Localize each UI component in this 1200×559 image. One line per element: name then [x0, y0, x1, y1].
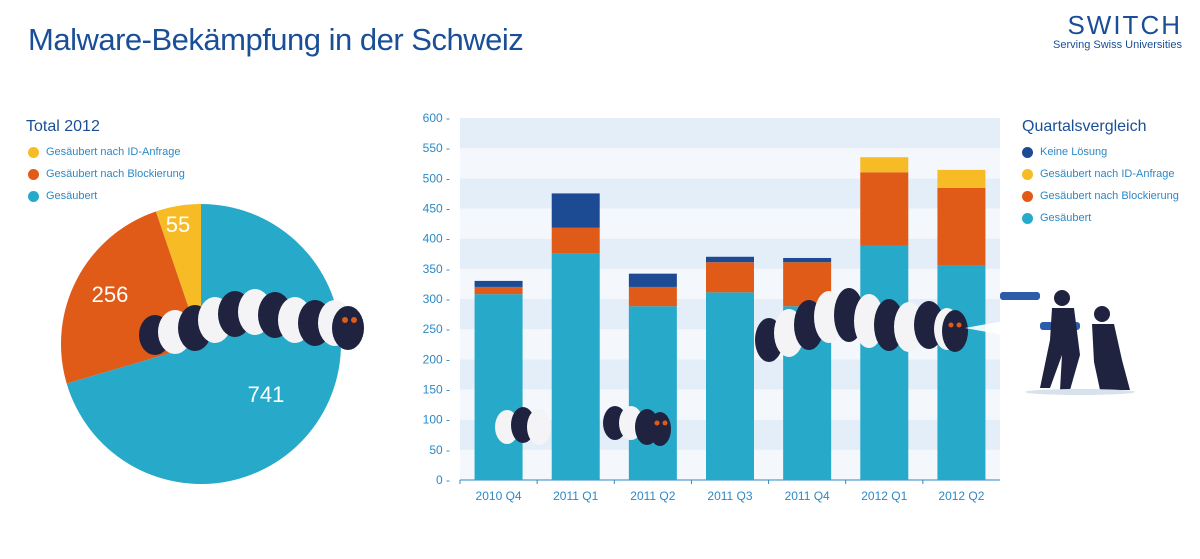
bar-chart-y-axis: 0 - 50 - 100 - 150 - 200 - 250 - 300 - 350 - 400… — [423, 111, 1000, 487]
grid-band — [460, 118, 1000, 149]
bar-legend: Keine Lösung Gesäubert nach ID-Anfrage G… — [1022, 141, 1179, 229]
bar-segment — [551, 193, 600, 228]
pie-legend-item: Gesäubert nach Blockierung — [28, 163, 185, 185]
pie-legend: Gesäubert nach ID-Anfrage Gesäubert nach… — [28, 141, 185, 207]
bar-segment — [937, 169, 986, 188]
y-tick-label: 150 - — [423, 383, 450, 397]
bar-chart-x-axis: 2010 Q4 2011 Q1 2011 Q2 2011 Q3 2011 Q4 2012 … — [459, 480, 985, 503]
logo-wordmark: SWITCH — [1067, 10, 1182, 40]
bar-segment — [628, 306, 677, 480]
y-tick-label: 450 - — [423, 202, 450, 216]
legend-swatch — [1022, 168, 1033, 180]
page-title: Malware-Bekämpfung in der Schweiz — [28, 22, 524, 57]
x-tick-label: 2011 Q3 — [707, 489, 752, 503]
pie-legend-item: Gesäubert nach ID-Anfrage — [28, 141, 185, 163]
legend-label: Gesäubert nach Blockierung — [1040, 190, 1179, 202]
logo-tagline: Serving Swiss Universities — [1053, 39, 1182, 51]
y-tick-label: 600 - — [423, 111, 450, 125]
bar-segment — [937, 187, 986, 266]
bar-segment — [860, 172, 909, 246]
bar-segment — [937, 265, 986, 480]
bar-legend-item: Gesäubert — [1022, 207, 1179, 229]
spray-figures-illustration — [965, 290, 1135, 395]
x-tick-label: 2010 Q4 — [476, 489, 522, 503]
y-tick-label: 400 - — [423, 232, 450, 246]
bar-segment — [474, 286, 523, 295]
caterpillar-illustration — [755, 288, 968, 362]
y-tick-label: 100 - — [423, 413, 450, 427]
pie-chart-title: Total 2012 — [26, 118, 100, 135]
bar-segment — [474, 280, 523, 287]
bar-segment — [551, 227, 600, 254]
legend-swatch — [1022, 146, 1033, 158]
pie-slice-label: 741 — [248, 382, 285, 407]
grid-band — [460, 148, 1000, 179]
bar-legend-item: Gesäubert nach Blockierung — [1022, 185, 1179, 207]
legend-label: Gesäubert nach ID-Anfrage — [46, 146, 181, 158]
y-tick-label: 200 - — [423, 352, 450, 366]
bar-legend-item: Keine Lösung — [1022, 141, 1179, 163]
legend-label: Gesäubert — [1040, 212, 1092, 224]
bar-segment — [860, 245, 909, 480]
x-tick-label: 2011 Q1 — [553, 489, 598, 503]
x-tick-label: 2012 Q1 — [861, 489, 907, 503]
grid-band — [460, 208, 1000, 239]
pie-legend-item: Gesäubert — [28, 185, 185, 207]
legend-label: Gesäubert nach ID-Anfrage — [1040, 168, 1175, 180]
x-tick-label: 2011 Q2 — [630, 489, 675, 503]
bar-segment — [706, 292, 754, 480]
bar-segment — [551, 253, 600, 480]
pie-slice-label: 55 — [166, 212, 190, 237]
caterpillar-illustration — [495, 406, 671, 446]
x-tick-label: 2011 Q4 — [785, 489, 830, 503]
bar-segment — [783, 257, 832, 263]
y-tick-label: 250 - — [423, 322, 450, 336]
legend-swatch — [28, 168, 39, 180]
legend-swatch — [1022, 212, 1033, 224]
legend-label: Keine Lösung — [1040, 146, 1108, 158]
bar-chart-bars — [474, 157, 986, 480]
pie-slice-label: 256 — [92, 282, 129, 307]
bar-legend-item: Gesäubert nach ID-Anfrage — [1022, 163, 1179, 185]
bar-segment — [628, 273, 677, 287]
legend-label: Gesäubert nach Blockierung — [46, 168, 185, 180]
y-tick-label: 300 - — [423, 292, 450, 306]
legend-label: Gesäubert — [46, 190, 98, 202]
legend-swatch — [28, 190, 39, 202]
bar-segment — [860, 157, 909, 173]
caterpillar-illustration — [139, 289, 364, 355]
legend-swatch — [1022, 190, 1033, 202]
bar-segment — [474, 294, 523, 480]
bar-chart-grid — [460, 118, 1000, 480]
y-tick-label: 350 - — [423, 262, 450, 276]
y-tick-label: 550 - — [423, 141, 450, 155]
legend-swatch — [28, 146, 39, 158]
switch-logo: SWITCH Serving Swiss Universities — [1053, 10, 1182, 51]
bar-chart-title: Quartalsvergleich — [1022, 118, 1147, 135]
y-tick-label: 500 - — [423, 171, 450, 185]
bar-segment — [706, 262, 754, 293]
bar-segment — [706, 256, 754, 263]
y-tick-label: 50 - — [429, 443, 450, 457]
bar-segment — [628, 286, 677, 307]
x-tick-label: 2012 Q2 — [938, 489, 984, 503]
grid-band — [460, 178, 1000, 209]
y-tick-label: 0 - — [436, 473, 450, 487]
